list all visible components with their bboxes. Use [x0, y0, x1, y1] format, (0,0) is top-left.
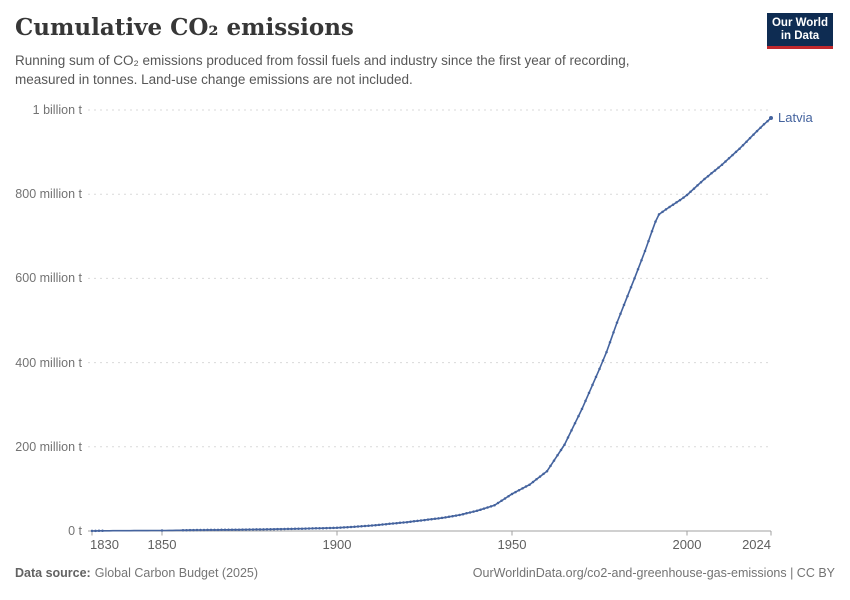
chart-subtitle: Running sum of CO₂ emissions produced fr… [15, 51, 630, 89]
owid-logo[interactable]: Our World in Data [767, 13, 833, 49]
x-axis-label: 1900 [322, 537, 352, 552]
y-axis-label: 200 million t [15, 439, 82, 454]
y-axis-label: 800 million t [15, 187, 82, 202]
data-source-value: Global Carbon Budget (2025) [94, 566, 259, 580]
x-axis-label: 1950 [497, 537, 527, 552]
subtitle-line-1: Running sum of CO₂ emissions produced fr… [15, 53, 630, 68]
x-axis-label: 2024 [742, 537, 771, 552]
x-axis-label: 2000 [672, 537, 702, 552]
data-source: Data source: Global Carbon Budget (2025) [15, 566, 258, 580]
data-points [90, 116, 773, 533]
x-axis-label: 1850 [147, 537, 177, 552]
x-axis-ticks [91, 531, 772, 536]
owid-url-link[interactable]: OurWorldinData.org/co2-and-greenhouse-ga… [472, 566, 835, 580]
y-axis-label: 1 billion t [32, 103, 82, 117]
y-axis-label: 600 million t [15, 271, 82, 286]
x-axis-label: 1830 [90, 537, 119, 552]
emissions-line [92, 117, 772, 532]
chart-title: Cumulative CO₂ emissions [15, 14, 354, 41]
chart-footer: Data source: Global Carbon Budget (2025)… [15, 566, 835, 580]
end-data-point [769, 116, 773, 120]
owid-logo-line-2: in Data [780, 29, 820, 42]
owid-logo-line-1: Our World [771, 16, 828, 29]
series-label-latvia[interactable]: Latvia [778, 109, 813, 125]
y-axis-label: 400 million t [15, 355, 82, 370]
data-source-label: Data source: [15, 566, 91, 580]
gridlines [88, 109, 771, 532]
y-axis-label: 0 t [68, 524, 82, 538]
subtitle-line-2: measured in tonnes. Land-use change emis… [15, 72, 413, 87]
